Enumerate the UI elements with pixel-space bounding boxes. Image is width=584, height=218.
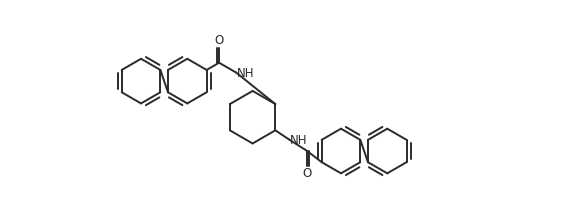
Text: O: O	[214, 34, 224, 47]
Text: NH: NH	[290, 134, 308, 147]
Text: NH: NH	[237, 67, 255, 80]
Text: O: O	[303, 167, 312, 180]
